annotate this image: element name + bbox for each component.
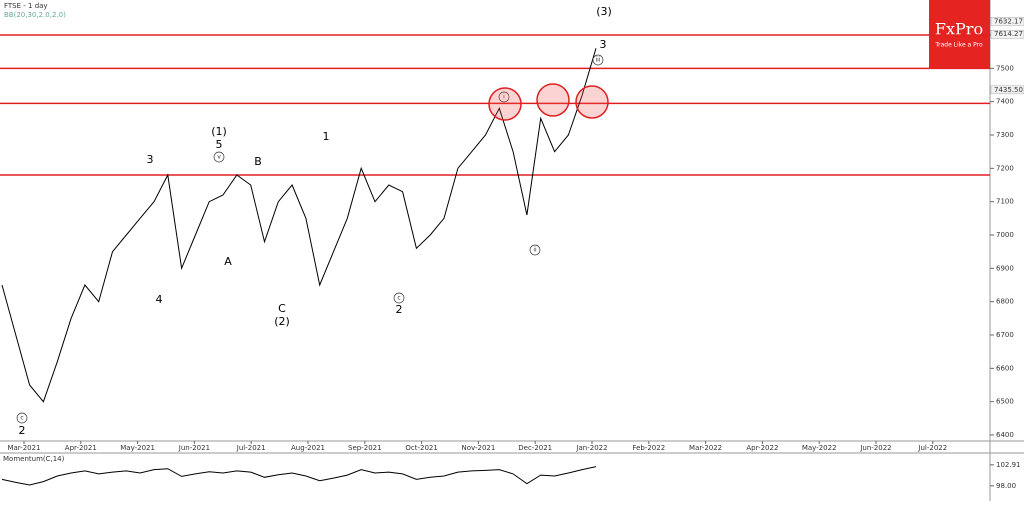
wave-label: 2 (396, 303, 403, 316)
wave-label: A (224, 255, 232, 268)
wave-label: 3 (147, 153, 154, 166)
y-tick-label: 6400 (996, 431, 1014, 439)
price-badge-label: 7632.17 (994, 17, 1023, 25)
y-tick-label: 6900 (996, 264, 1014, 272)
x-tick-label: Aug-2021 (291, 444, 325, 452)
x-tick-label: Jul-2021 (236, 444, 266, 452)
y-tick-label: 6500 (996, 398, 1014, 406)
price-badge-label: 7435.50 (994, 86, 1023, 94)
x-tick-label: Mar-2022 (689, 444, 722, 452)
chart-title: FTSE - 1 day (4, 2, 48, 10)
x-tick-label: Dec-2021 (518, 444, 552, 452)
y-tick-label: 7100 (996, 198, 1014, 206)
x-tick-label: Jul-2022 (917, 444, 947, 452)
wave-label: 4 (156, 293, 163, 306)
x-tick-label: May-2022 (802, 444, 837, 452)
wave-circle (213, 151, 225, 163)
y-tick-label: 6600 (996, 364, 1014, 372)
x-tick-label: Jun-2022 (859, 444, 891, 452)
price-badge-label: 7614.27 (994, 30, 1023, 38)
y-tick-label: 7300 (996, 131, 1014, 139)
wave-label: (3) (596, 5, 612, 18)
y-tick-label: 6700 (996, 331, 1014, 339)
x-tick-label: Oct-2021 (405, 444, 437, 452)
y-tick-label: 102.91 (996, 461, 1021, 469)
wave-label: (2) (274, 315, 290, 328)
indicator-label: BB(20,30,2.0,2.0) (4, 11, 66, 19)
price-badge (990, 17, 1024, 26)
wave-label: B (254, 155, 262, 168)
wave-label: 3 (600, 38, 607, 51)
price-badge (990, 85, 1024, 95)
x-tick-label: Mar-2021 (7, 444, 40, 452)
y-tick-label: 7500 (996, 64, 1014, 72)
x-tick-label: Jun-2021 (178, 444, 210, 452)
x-tick-label: Nov-2021 (461, 444, 495, 452)
highlight-circle (536, 83, 570, 117)
y-tick-label: 7400 (996, 98, 1014, 106)
wave-label: 5 (216, 138, 223, 151)
price-badge (990, 29, 1024, 39)
x-tick-label: Sep-2021 (348, 444, 382, 452)
wave-label: v (217, 154, 221, 161)
wave-label: C (278, 302, 286, 315)
wave-label: i (503, 94, 505, 101)
logo-box (929, 0, 990, 68)
x-tick-label: Apr-2021 (65, 444, 97, 452)
price-line (1, 466, 597, 486)
wave-circle (393, 292, 405, 304)
y-tick-label: 6800 (996, 298, 1014, 306)
wave-label: c (397, 295, 400, 302)
wave-label: iii (595, 57, 600, 64)
wave-circle (16, 412, 28, 424)
price-line (1, 48, 597, 403)
logo: FxPro (935, 20, 983, 39)
momentum-title: Momentum(C,14) (3, 455, 65, 463)
y-tick-label: 7200 (996, 164, 1014, 172)
x-tick-label: Jan-2022 (575, 444, 607, 452)
highlight-circle (575, 85, 609, 119)
wave-label: 1 (323, 130, 330, 143)
y-tick-label: 98.00 (996, 482, 1016, 490)
wave-label: c (20, 415, 23, 422)
wave-label: 2 (19, 424, 26, 437)
x-tick-label: Apr-2022 (746, 444, 778, 452)
highlight-circle (488, 87, 522, 121)
wave-circle (529, 244, 541, 256)
y-tick-label: 7000 (996, 231, 1014, 239)
x-tick-label: May-2021 (120, 444, 155, 452)
wave-label: ii (533, 247, 537, 254)
wave-circle (592, 54, 604, 66)
logo-tagline: Trade Like a Pro (934, 42, 983, 49)
wave-circle (498, 91, 510, 103)
wave-label: (1) (211, 125, 227, 138)
x-tick-label: Feb-2022 (632, 444, 665, 452)
